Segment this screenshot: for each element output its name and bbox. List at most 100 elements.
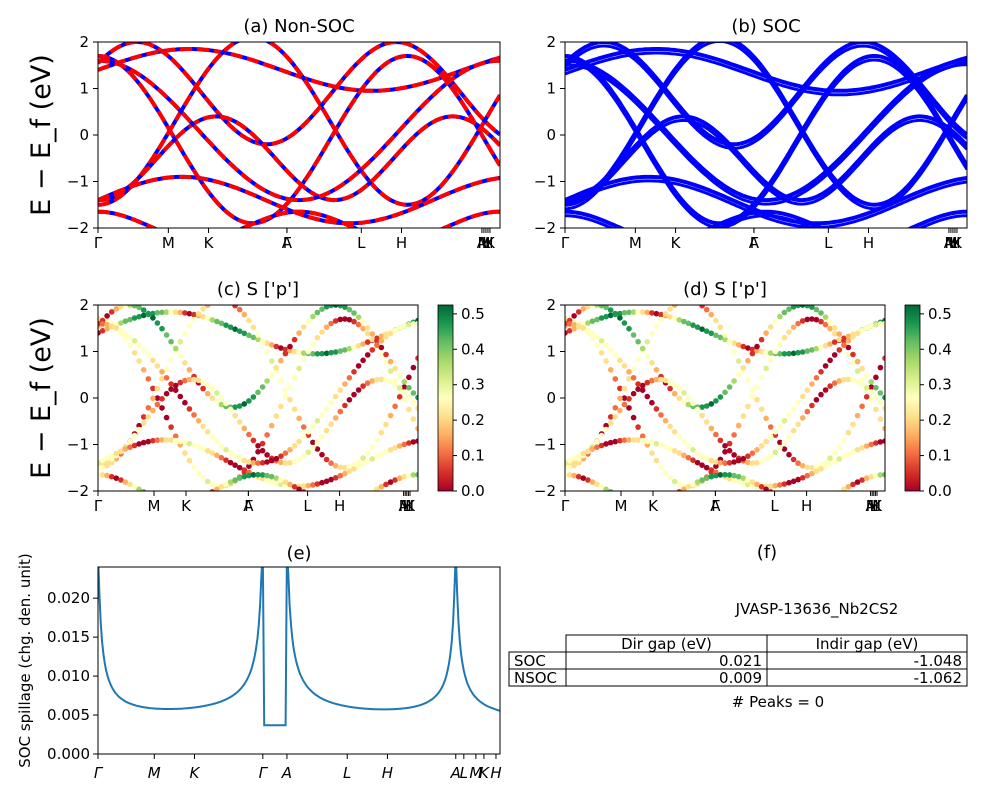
band-point bbox=[653, 310, 660, 317]
band-point bbox=[790, 350, 797, 357]
band-point bbox=[383, 377, 389, 383]
band-point bbox=[768, 489, 774, 491]
band-point bbox=[635, 356, 641, 363]
panel-c-ytick-label: −2 bbox=[67, 482, 89, 500]
panel-c-xtick-label: K bbox=[405, 497, 416, 515]
band-point bbox=[310, 341, 316, 348]
band-point bbox=[218, 484, 225, 490]
band-point bbox=[145, 376, 152, 382]
band-point bbox=[873, 321, 879, 328]
band-point bbox=[653, 376, 660, 383]
band-point bbox=[323, 478, 330, 485]
panel-b-xtick-label: H bbox=[949, 234, 960, 252]
band-point bbox=[639, 437, 646, 444]
band-point bbox=[182, 450, 188, 456]
band-point bbox=[131, 315, 138, 321]
panel-f-table: (f) JVASP-13636_Nb2CS2 Dir gap (eV) Indir g… bbox=[508, 542, 968, 711]
panel-c-xtick-label: Γ bbox=[94, 497, 103, 515]
panel-d-title: (d) S ['p'] bbox=[683, 279, 767, 300]
panel-e-ytick-label: 0.020 bbox=[47, 589, 90, 607]
band-point bbox=[763, 486, 769, 491]
panel-e-xtick-label: M bbox=[148, 764, 161, 782]
band-point bbox=[342, 381, 348, 387]
band-point bbox=[644, 393, 651, 400]
panel-d-xtick-label: M bbox=[615, 497, 628, 515]
band-point bbox=[809, 316, 815, 322]
band-point bbox=[731, 432, 737, 438]
band-point bbox=[214, 486, 220, 491]
band-point bbox=[191, 311, 197, 318]
panel-d-xtick-label: K bbox=[872, 497, 883, 515]
band-point bbox=[822, 463, 829, 470]
band-point bbox=[827, 494, 833, 500]
band-point bbox=[863, 385, 870, 391]
band-point bbox=[681, 452, 687, 459]
band-point bbox=[236, 328, 243, 335]
band-point bbox=[364, 458, 371, 465]
band-point bbox=[813, 306, 820, 313]
band-point bbox=[351, 391, 357, 398]
band-point bbox=[191, 497, 197, 503]
band-point bbox=[717, 460, 724, 466]
band-point bbox=[401, 473, 408, 480]
panel-d-colorbar-tick-label: 0.1 bbox=[928, 447, 952, 465]
band-point bbox=[571, 313, 577, 319]
band-point bbox=[145, 438, 152, 445]
band-point bbox=[227, 459, 234, 466]
band-point bbox=[255, 336, 261, 343]
band-point bbox=[182, 330, 188, 337]
band-point bbox=[607, 420, 614, 426]
band-point bbox=[387, 330, 394, 337]
band-point bbox=[823, 496, 829, 502]
band-point bbox=[369, 456, 376, 462]
band-point bbox=[410, 439, 417, 445]
band-point bbox=[699, 404, 705, 410]
band-point bbox=[575, 323, 582, 329]
band-point bbox=[863, 475, 870, 482]
band-point bbox=[699, 462, 705, 469]
band-point bbox=[287, 396, 293, 403]
band-point bbox=[621, 310, 628, 316]
band-point bbox=[617, 310, 623, 317]
band-point bbox=[566, 321, 573, 327]
band-point bbox=[204, 429, 211, 435]
band-point bbox=[104, 313, 110, 319]
band-point bbox=[671, 315, 678, 322]
band-point bbox=[296, 365, 302, 372]
band-point bbox=[392, 377, 398, 384]
band-point bbox=[726, 384, 733, 390]
band-point bbox=[571, 472, 577, 479]
band-point bbox=[337, 464, 344, 471]
band-point bbox=[232, 453, 238, 460]
panel-e-xtick-label: A bbox=[281, 764, 292, 782]
band-point bbox=[854, 479, 861, 485]
band-point bbox=[566, 472, 573, 478]
band-point bbox=[813, 345, 820, 352]
band-point bbox=[172, 437, 179, 444]
band-point bbox=[154, 385, 161, 392]
table-cell-dir-gap: 0.021 bbox=[719, 652, 762, 670]
band-point bbox=[141, 489, 147, 491]
band-point bbox=[268, 479, 275, 485]
band-point bbox=[355, 321, 362, 328]
band-point bbox=[781, 439, 788, 446]
band-point bbox=[305, 348, 312, 355]
band-point bbox=[195, 311, 202, 317]
band-point bbox=[182, 377, 188, 384]
band-point bbox=[740, 455, 747, 462]
band-point bbox=[667, 306, 673, 312]
band-point bbox=[671, 305, 678, 308]
band-point bbox=[337, 305, 344, 309]
band-point bbox=[259, 384, 266, 390]
band-point bbox=[186, 323, 193, 330]
band-point bbox=[594, 334, 600, 340]
band-point bbox=[717, 394, 724, 400]
band-point bbox=[392, 445, 398, 451]
band-point bbox=[713, 472, 719, 479]
band-point bbox=[790, 324, 797, 331]
band-point bbox=[214, 438, 220, 445]
band-point bbox=[355, 363, 362, 369]
panel-d-xtick-label: A bbox=[865, 497, 876, 515]
